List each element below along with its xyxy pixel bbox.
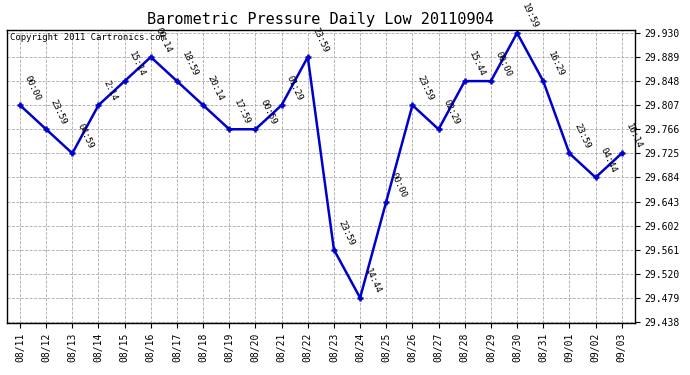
Text: 15:44: 15:44 — [468, 50, 487, 78]
Text: 16:29: 16:29 — [546, 50, 566, 78]
Text: 2:14: 2:14 — [101, 79, 119, 102]
Text: 01:29: 01:29 — [284, 74, 304, 102]
Text: Copyright 2011 Cartronics.com: Copyright 2011 Cartronics.com — [10, 33, 166, 42]
Text: 19:59: 19:59 — [520, 2, 540, 30]
Text: 23:59: 23:59 — [49, 98, 68, 126]
Text: 00:00: 00:00 — [389, 171, 408, 199]
Text: 18:59: 18:59 — [179, 50, 199, 78]
Text: 00:14: 00:14 — [154, 26, 173, 54]
Text: 04:44: 04:44 — [598, 147, 618, 175]
Text: 00:00: 00:00 — [23, 74, 42, 102]
Text: 16:14: 16:14 — [624, 122, 644, 151]
Text: 04:59: 04:59 — [75, 122, 95, 151]
Title: Barometric Pressure Daily Low 20110904: Barometric Pressure Daily Low 20110904 — [148, 12, 494, 27]
Text: 17:59: 17:59 — [232, 98, 252, 126]
Text: 15:14: 15:14 — [128, 50, 147, 78]
Text: 23:59: 23:59 — [337, 219, 356, 247]
Text: 20:14: 20:14 — [206, 74, 226, 102]
Text: 23:59: 23:59 — [310, 26, 330, 54]
Text: 23:59: 23:59 — [415, 74, 435, 102]
Text: 23:59: 23:59 — [572, 122, 592, 151]
Text: 00:00: 00:00 — [493, 50, 513, 78]
Text: 14:44: 14:44 — [363, 267, 382, 295]
Text: 02:29: 02:29 — [442, 98, 461, 126]
Text: 00:59: 00:59 — [258, 98, 278, 126]
